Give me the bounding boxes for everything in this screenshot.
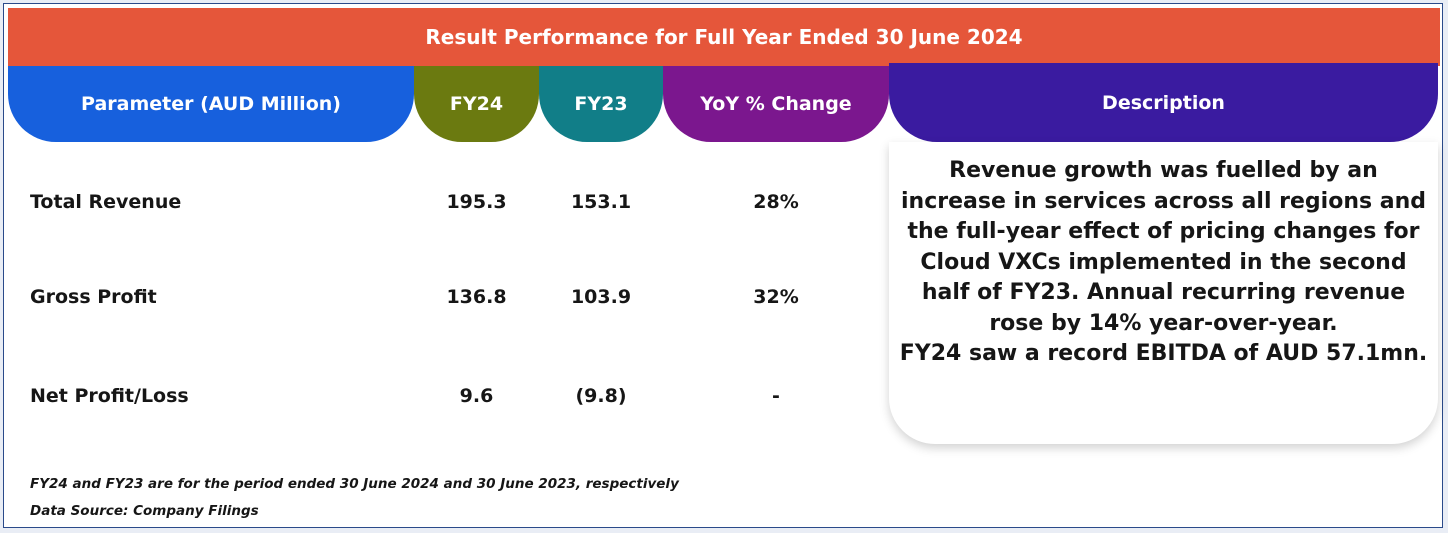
title-banner: Result Performance for Full Year Ended 3… [8,8,1440,66]
description-box: Revenue growth was fuelled by an increas… [889,142,1438,444]
header-parameter-label: Parameter (AUD Million) [81,93,341,115]
row-label-total-revenue: Total Revenue [30,191,182,213]
cell-fy23-net-profit: (9.8) [575,385,627,407]
header-description: Description [889,63,1438,142]
cell-yoy-total-revenue: 28% [753,191,799,213]
cell-fy23-gross-profit: 103.9 [570,286,632,308]
description-paragraph-2: FY24 saw a record EBITDA of AUD 57.1mn. [899,341,1428,366]
cell-fy24-gross-profit: 136.8 [446,286,507,308]
cell-yoy-net-profit: - [772,385,780,407]
header-fy23: FY23 [539,66,663,142]
header-yoy-label: YoY % Change [700,93,852,115]
header-parameter: Parameter (AUD Million) [8,66,414,142]
row-label-gross-profit: Gross Profit [30,286,157,308]
header-fy23-label: FY23 [574,93,628,115]
header-fy24: FY24 [414,66,539,142]
cell-fy24-net-profit: 9.6 [459,385,494,407]
source-note: Data Source: Company Filings [30,503,259,519]
description-paragraph-1: Revenue growth was fuelled by an increas… [901,158,1426,336]
cell-fy24-total-revenue: 195.3 [446,191,507,213]
page-title: Result Performance for Full Year Ended 3… [425,25,1023,49]
header-yoy: YoY % Change [663,66,889,142]
period-note: FY24 and FY23 are for the period ended 3… [30,476,679,492]
cell-fy23-total-revenue: 153.1 [570,191,632,213]
cell-yoy-gross-profit: 32% [753,286,799,308]
header-fy24-label: FY24 [449,93,504,115]
row-label-net-profit: Net Profit/Loss [30,385,189,407]
header-description-label: Description [1102,91,1225,114]
